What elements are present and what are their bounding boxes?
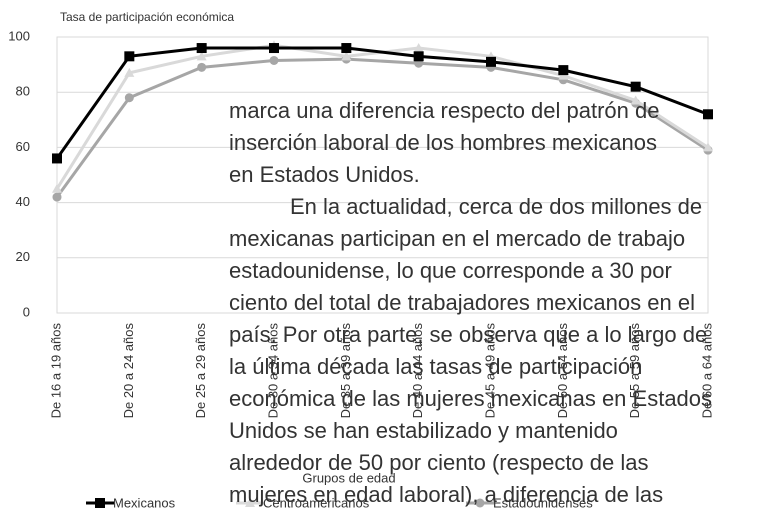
overlay-text: mujeres en edad laboral), a diferencia d… — [229, 482, 663, 507]
data-point — [413, 51, 424, 62]
overlay-text: país. Por otra parte, se observa que a l… — [229, 322, 707, 347]
series-line — [55, 57, 709, 198]
overlay-text: mexicanas participan en el mercado de tr… — [229, 226, 685, 251]
x-tick-label: De 50 a 54 años — [555, 323, 570, 419]
data-point — [703, 109, 713, 120]
overlay-text: En la actualidad, cerca de dos millones … — [290, 194, 702, 219]
y-tick-label: 60 — [16, 139, 30, 154]
y-tick-label: 20 — [16, 249, 30, 264]
y-tick-label: 40 — [16, 194, 30, 209]
legend-marker — [95, 498, 105, 508]
x-tick-label: De 20 a 24 años — [121, 323, 136, 419]
data-point — [630, 95, 641, 105]
legend-marker — [475, 498, 485, 508]
legend-label: Centroamericanos — [263, 495, 370, 510]
x-tick-label: De 35 a 39 años — [338, 323, 353, 419]
data-point — [703, 142, 713, 152]
data-point — [630, 81, 641, 92]
overlay-text: inserción laboral de los hombres mexican… — [229, 130, 657, 155]
data-point — [196, 43, 207, 54]
y-tick-label: 80 — [16, 84, 30, 99]
overlay-text: en Estados Unidos. — [229, 162, 420, 187]
x-tick-label: De 16 a 19 años — [48, 323, 63, 419]
overlay-text: la última década las tasas de participac… — [229, 354, 642, 379]
data-point — [486, 56, 496, 67]
data-point — [52, 183, 62, 193]
data-point — [52, 192, 62, 202]
x-tick-label: De 55 a 59 años — [627, 323, 642, 419]
data-point — [124, 51, 135, 62]
overlay-text: Unidos se han estabilizado y mantenido — [229, 418, 618, 443]
overlay-text: ciento del total de trabajadores mexican… — [229, 290, 695, 315]
data-point — [341, 51, 352, 61]
chart-title: Tasa de participación económica — [60, 10, 234, 24]
x-tick-label: De 30 a 34 años — [265, 323, 280, 419]
data-point — [558, 70, 569, 80]
legend-label: Mexicanos — [113, 495, 176, 510]
y-tick-label: 100 — [8, 28, 30, 43]
overlay-text: alrededor de 50 por ciento (respecto de … — [229, 450, 648, 475]
data-point — [341, 43, 352, 54]
legend-label: Estadounidenses — [493, 495, 593, 510]
x-tick-label: De 45 a 49 años — [482, 323, 497, 419]
data-point — [269, 43, 279, 54]
data-point — [413, 43, 424, 53]
data-point — [124, 67, 135, 77]
data-point — [124, 93, 134, 103]
data-point — [196, 51, 207, 61]
y-tick-label: 0 — [23, 304, 30, 319]
series-line — [55, 46, 709, 160]
data-point — [197, 62, 207, 72]
x-tick-label: De 60 a 64 años — [699, 323, 714, 419]
overlay-text: marca una diferencia respecto del patrón… — [229, 98, 659, 123]
data-point — [269, 55, 279, 65]
x-axis-label: Grupos de edad — [302, 470, 395, 485]
overlay-text: económica de las mujeres mexicanas en Es… — [229, 386, 712, 411]
data-point — [558, 65, 569, 76]
x-tick-label: De 25 a 29 años — [193, 323, 208, 419]
data-point — [52, 153, 62, 164]
overlay-text: estadounidense, lo que corresponde a 30 … — [229, 258, 672, 283]
x-tick-label: De 40 a 44 años — [410, 323, 425, 419]
legend-marker — [245, 498, 255, 507]
